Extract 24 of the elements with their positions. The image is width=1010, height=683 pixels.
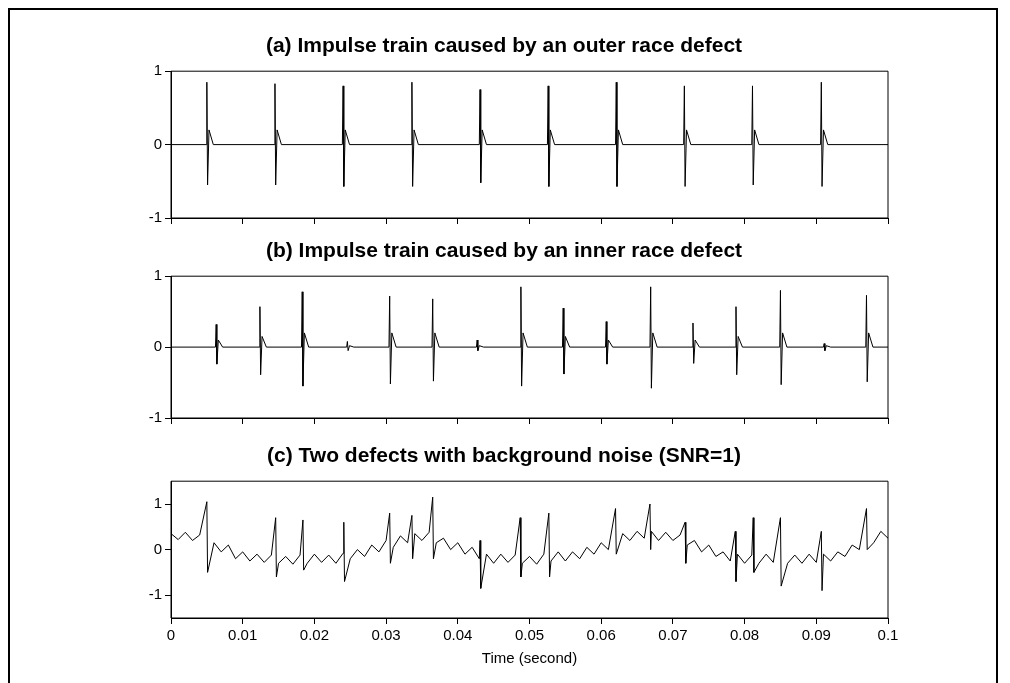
y-tick-label: 0 — [153, 337, 162, 355]
chart-title: (c) Two defects with background noise (SNR=1) — [267, 443, 741, 467]
x-tick-label: 0.06 — [586, 626, 616, 644]
chart-title: (b) Impulse train caused by an inner race defect — [265, 238, 743, 262]
y-tick-label: 1 — [153, 61, 162, 79]
y-tick-label: 0 — [153, 134, 162, 152]
x-tick-label: 0.07 — [658, 626, 688, 644]
x-tick-label: 0.01 — [228, 626, 258, 644]
x-axis-title: Time (second) — [481, 649, 578, 667]
x-tick-label: 0.09 — [801, 626, 831, 644]
x-tick-label: 0 — [166, 626, 176, 644]
x-tick-label: 0.1 — [877, 626, 899, 644]
y-tick-label: -1 — [148, 408, 162, 426]
x-tick-label: 0.08 — [730, 626, 760, 644]
y-tick-label: 1 — [153, 494, 162, 512]
y-tick-label: 0 — [153, 539, 162, 557]
chart-title: (a) Impulse train caused by an outer race defect — [265, 33, 743, 57]
x-tick-label: 0.05 — [514, 626, 545, 644]
y-tick-label: -1 — [148, 585, 162, 603]
y-tick-label: -1 — [148, 208, 162, 226]
x-tick-label: 0.03 — [371, 626, 401, 644]
y-tick-label: 1 — [153, 266, 162, 284]
x-tick-label: 0.04 — [443, 626, 473, 644]
x-tick-label: 0.02 — [299, 626, 329, 644]
